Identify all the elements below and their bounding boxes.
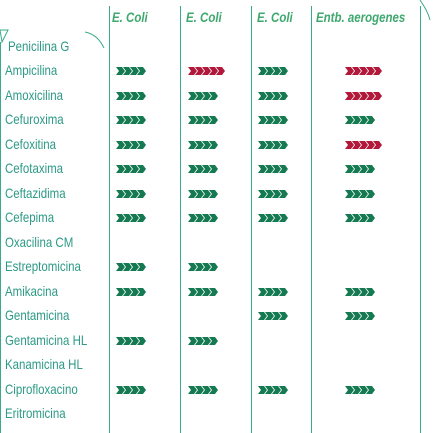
drug-label-penicilina-g: Penicilina G — [8, 38, 70, 54]
susceptibility-mark — [188, 189, 218, 198]
drug-label: Estreptomicina — [5, 258, 81, 274]
susceptibility-mark — [345, 91, 382, 100]
susceptibility-mark — [345, 214, 375, 222]
susceptibility-mark — [188, 91, 218, 100]
susceptibility-mark — [188, 214, 218, 222]
drug-label: Ceftazidima — [5, 184, 66, 201]
column-header-2: E. Coli — [186, 9, 222, 25]
susceptibility-mark — [188, 116, 218, 124]
penicillin-tab-left — [0, 29, 9, 44]
drug-label: Gentamicina — [5, 307, 70, 323]
susceptibility-mark — [188, 140, 218, 149]
susceptibility-mark — [345, 165, 375, 173]
susceptibility-mark — [116, 165, 146, 173]
susceptibility-mark — [116, 91, 146, 100]
drug-label: Amoxicilina — [5, 86, 64, 103]
drug-label: Kanamicina HL — [5, 356, 83, 372]
susceptibility-mark — [188, 336, 218, 345]
drug-label: Ciprofloxacino — [5, 380, 78, 397]
susceptibility-mark — [258, 287, 288, 296]
drug-label: Cefuroxima — [5, 111, 64, 127]
drug-label: Ampicilina — [5, 62, 58, 78]
susceptibility-mark — [258, 189, 288, 198]
susceptibility-mark — [116, 385, 146, 394]
susceptibility-mark — [188, 287, 218, 296]
susceptibility-mark — [116, 67, 146, 75]
susceptibility-mark — [345, 67, 382, 75]
susceptibility-mark — [345, 116, 375, 124]
susceptibility-mark — [116, 336, 146, 345]
susceptibility-mark — [258, 385, 288, 394]
susceptibility-mark — [188, 385, 218, 394]
column-header-1: E. Coli — [112, 9, 148, 25]
susceptibility-mark — [258, 140, 288, 149]
penicillin-tab-right — [84, 31, 105, 49]
susceptibility-mark — [188, 263, 218, 271]
susceptibility-mark — [258, 91, 288, 100]
susceptibility-mark — [116, 287, 146, 296]
susceptibility-mark — [116, 116, 146, 124]
drug-label: Cefepima — [5, 209, 55, 225]
column-header-4: Entb. aerogenes — [316, 9, 406, 25]
drug-label: Cefoxitina — [5, 135, 57, 152]
susceptibility-mark — [188, 67, 225, 75]
susceptibility-mark — [258, 165, 288, 173]
susceptibility-mark — [258, 312, 288, 320]
drug-label: Eritromicina — [5, 405, 66, 421]
drug-label: Gentamicina HL — [5, 331, 88, 348]
susceptibility-mark — [116, 263, 146, 271]
column-header-3: E. Coli — [257, 9, 293, 25]
susceptibility-mark — [345, 189, 375, 198]
susceptibility-mark — [345, 140, 382, 149]
susceptibility-mark — [345, 385, 375, 394]
susceptibility-mark — [258, 67, 288, 75]
susceptibility-mark — [258, 214, 288, 222]
drug-label: Oxacilina CM — [5, 233, 74, 250]
susceptibility-mark — [116, 140, 146, 149]
susceptibility-mark — [345, 287, 375, 296]
corner-curve — [419, 0, 431, 21]
susceptibility-mark — [345, 312, 375, 320]
drug-label: Cefotaxima — [5, 160, 64, 176]
susceptibility-mark — [116, 214, 146, 222]
susceptibility-mark — [258, 116, 288, 124]
susceptibility-mark — [188, 165, 218, 173]
drug-label: Amikacina — [5, 282, 58, 299]
susceptibility-mark — [116, 189, 146, 198]
